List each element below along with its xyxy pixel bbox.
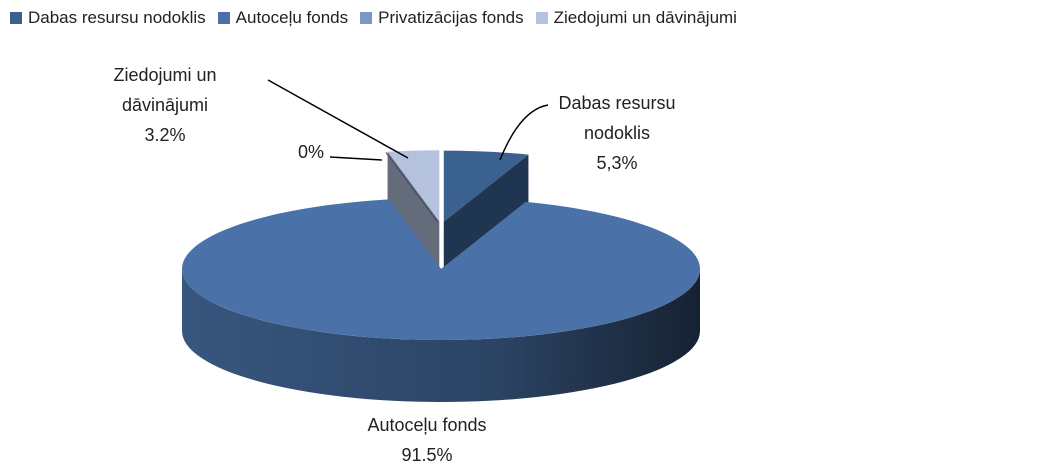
data-label-value: 91.5%	[401, 445, 453, 465]
data-label-name: Dabas resursu nodoklis	[558, 93, 676, 143]
legend-label: Autoceļu fonds	[235, 8, 349, 27]
legend-item: Dabas resursu nodoklis	[10, 8, 206, 28]
leader-line	[499, 104, 549, 161]
slice	[387, 150, 440, 222]
data-label-value: 5,3%	[596, 153, 638, 173]
legend-label: Dabas resursu nodoklis	[28, 8, 206, 27]
leader-line	[329, 156, 383, 161]
legend-item: Privatizācijas fonds	[360, 8, 524, 28]
legend-item: Ziedojumi un dāvinājumi	[535, 8, 737, 28]
data-label-name: Ziedojumi un dāvinājumi	[113, 65, 217, 115]
data-label: Dabas resursu nodoklis 5,3%	[542, 88, 692, 178]
data-label: Autoceļu fonds 91.5%	[327, 410, 527, 467]
legend-swatch	[10, 12, 22, 24]
data-label: Ziedojumi un dāvinājumi 3.2%	[100, 60, 230, 150]
legend-label: Ziedojumi un dāvinājumi	[553, 8, 737, 27]
legend-item: Autoceļu fonds	[217, 8, 349, 28]
slice-rim	[182, 269, 700, 402]
leader-line	[267, 79, 409, 159]
slice	[181, 199, 700, 340]
legend-label: Privatizācijas fonds	[378, 8, 524, 27]
legend-swatch	[360, 12, 373, 24]
legend-swatch	[217, 12, 230, 24]
data-label: 0%	[276, 137, 346, 167]
data-label-name: Autoceļu fonds	[367, 415, 487, 435]
legend: Dabas resursu nodoklis Autoceļu fonds Priv…	[10, 8, 737, 28]
data-label-value: 3.2%	[144, 125, 186, 145]
slice	[443, 150, 529, 222]
data-label-value: 0%	[297, 142, 324, 162]
legend-swatch	[535, 12, 548, 24]
